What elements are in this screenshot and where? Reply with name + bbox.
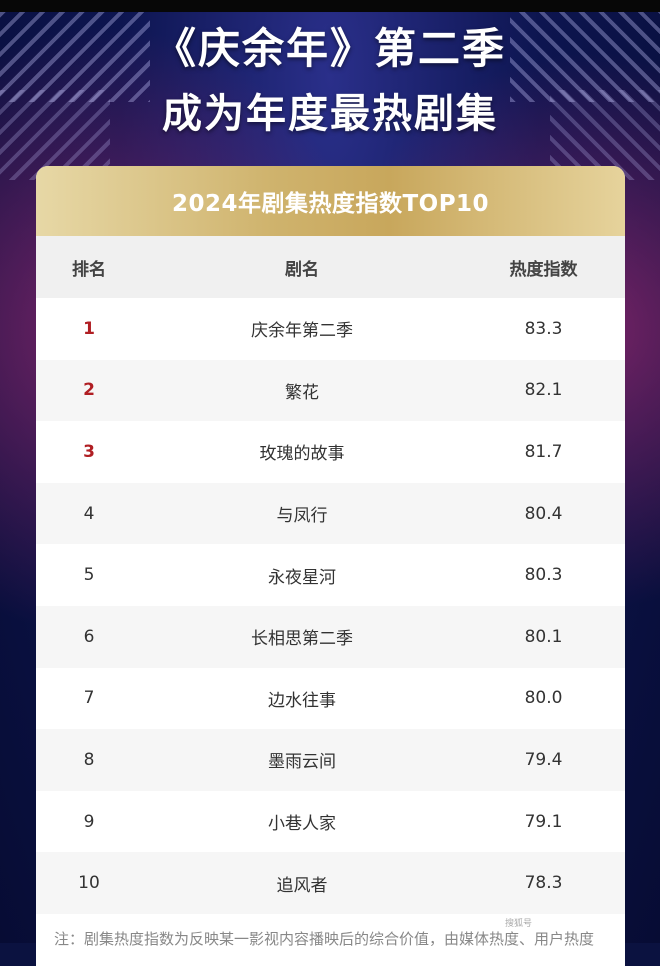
headline-line2: 成为年度最热剧集 [162,91,498,137]
table-row: 2 繁花 82.1 [36,359,625,422]
column-header-name: 剧名 [285,259,319,280]
row-score: 80.3 [524,565,563,586]
table-row: 1 庆余年第二季 83.3 [36,298,625,360]
row-name: 追风者 [276,875,328,896]
table-row: 5 永夜星河 80.3 [36,544,625,606]
decor-stripes-mid-right [550,90,660,180]
column-header-score: 热度指数 [509,259,578,280]
ranking-card-title: 2024年剧集热度指数TOP10 [36,166,625,236]
row-name: 边水往事 [268,690,336,711]
ranking-card: 2024年剧集热度指数TOP10 排名 剧名 热度指数 1 庆余年第二季 83.… [36,166,625,966]
row-name: 永夜星河 [268,567,336,588]
table-row: 6 长相思第二季 80.1 [36,605,625,668]
table-row: 8 墨雨云间 79.4 [36,729,625,791]
row-name: 玫瑰的故事 [259,444,345,465]
row-name: 墨雨云间 [268,752,336,773]
row-score: 80.4 [524,503,563,524]
column-header-rank: 排名 [72,259,106,280]
row-rank: 7 [83,688,95,709]
table-header: 排名 剧名 热度指数 [36,236,625,298]
row-rank: 1 [83,318,95,339]
table-row: 10 追风者 78.3 [36,852,625,914]
row-score: 79.1 [524,811,563,832]
row-rank: 3 [83,441,95,462]
row-rank: 5 [83,565,95,586]
row-rank: 8 [83,749,95,770]
decor-stripes-mid-left [0,90,110,180]
row-rank: 2 [83,380,95,401]
row-rank: 6 [83,626,95,647]
footnote: 注：剧集热度指数为反映某一影视内容播映后的综合价值，由媒体热度、用户热度 [54,930,595,948]
row-name: 繁花 [285,382,319,403]
watermark: 搜狐号 [505,919,533,929]
row-score: 82.1 [524,380,563,401]
row-score: 80.1 [524,626,563,647]
row-name: 小巷人家 [268,814,336,835]
row-name: 与凤行 [276,506,328,527]
table-row: 4 与凤行 80.4 [36,482,625,545]
table-row: 9 小巷人家 79.1 [36,791,625,853]
row-rank: 4 [83,503,95,524]
row-rank: 9 [83,811,95,832]
row-score: 80.0 [524,688,563,709]
table-row: 3 玫瑰的故事 81.7 [36,421,625,483]
row-score: 83.3 [524,318,563,339]
row-name: 庆余年第二季 [251,321,353,342]
row-score: 81.7 [524,441,563,462]
row-name: 长相思第二季 [251,629,353,650]
top-bar [0,0,660,12]
headline-line1: 《庆余年》第二季 [153,24,506,73]
decor-stripes-right [510,12,660,102]
row-score: 78.3 [524,873,563,894]
table-row: 7 边水往事 80.0 [36,668,625,730]
decor-stripes-left [0,12,150,102]
row-score: 79.4 [524,749,563,770]
row-rank: 10 [78,873,100,894]
